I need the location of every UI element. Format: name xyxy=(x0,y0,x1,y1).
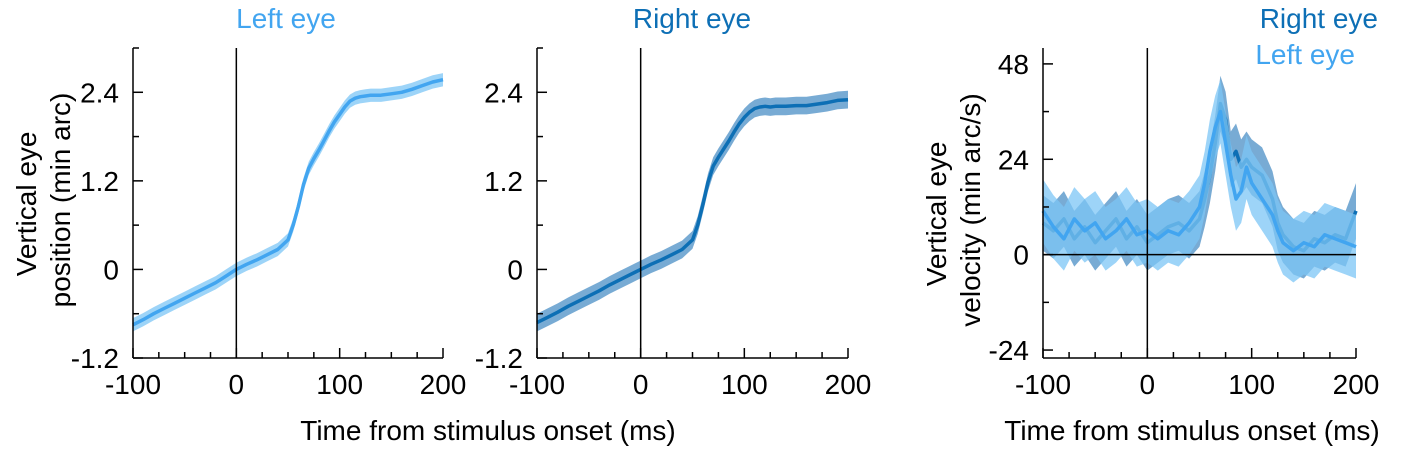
y-tick-label: 24 xyxy=(998,144,1029,175)
y-tick-label: 1.2 xyxy=(484,166,523,197)
y-tick-label: 0 xyxy=(103,254,119,285)
plot-area-left-eye: -100 0 100 200 -1.2 0 1.2 2.4 xyxy=(71,47,467,400)
ylabel-line1: Vertical eye xyxy=(11,132,42,277)
panel-left-eye: Left eye Vertical eye position (min arc)… xyxy=(11,3,466,400)
y-tick-label: 1.2 xyxy=(80,166,119,197)
series-band-left-eye xyxy=(133,73,443,332)
y-tick-label: 2.4 xyxy=(80,77,119,108)
y-tick-label: 0 xyxy=(507,254,523,285)
y-tick-label: 0 xyxy=(1013,240,1029,271)
ylabel-line1: Vertical eye xyxy=(921,142,952,287)
panel-right-eye: Right eye -100 0 100 200 -1.2 0 1.2 2.4 xyxy=(475,3,872,400)
velocity-ylabel: Vertical eye velocity (min arc/s) xyxy=(921,93,986,326)
plot-area-right-eye: -100 0 100 200 -1.2 0 1.2 2.4 xyxy=(475,47,872,400)
x-tick-label: 200 xyxy=(420,369,467,400)
x-tick-label: 0 xyxy=(229,369,245,400)
x-tick-label: 0 xyxy=(633,369,649,400)
x-tick-label: -100 xyxy=(509,369,565,400)
ylabel-line2: position (min arc) xyxy=(45,93,76,308)
y-tick-label: 48 xyxy=(998,49,1029,80)
x-tick-label: 200 xyxy=(825,369,872,400)
x-tick-label: 100 xyxy=(316,369,363,400)
x-tick-label: 0 xyxy=(1140,369,1156,400)
panel-left-eye-title: Left eye xyxy=(236,3,336,34)
x-tick-label: 200 xyxy=(1333,369,1380,400)
ylabel-line2: velocity (min arc/s) xyxy=(955,93,986,326)
x-tick-label: -100 xyxy=(1015,369,1071,400)
x-tick-label: 100 xyxy=(721,369,768,400)
series-line-right-eye xyxy=(536,97,849,325)
plot-area-velocity: -100 0 100 200 -24 0 24 48 xyxy=(989,48,1380,400)
x-tick-label: -100 xyxy=(105,369,161,400)
series-line-left-eye xyxy=(132,77,444,327)
series-band-right-eye xyxy=(537,90,848,332)
y-tick-label: 2.4 xyxy=(484,77,523,108)
panel-right-eye-title: Right eye xyxy=(633,3,751,34)
x-tick-label: 100 xyxy=(1228,369,1275,400)
velocity-xlabel: Time from stimulus onset (ms) xyxy=(1004,415,1379,446)
panel-velocity: Vertical eye velocity (min arc/s) Right … xyxy=(921,3,1380,446)
legend-left-eye: Left eye xyxy=(1255,39,1355,70)
y-tick-label: -24 xyxy=(989,335,1029,366)
y-tick-label: -1.2 xyxy=(71,343,119,374)
series-band-left-eye xyxy=(1043,79,1356,283)
panel-left-eye-ylabel: Vertical eye position (min arc) xyxy=(11,93,76,308)
shared-xlabel: Time from stimulus onset (ms) xyxy=(300,415,675,446)
y-tick-label: -1.2 xyxy=(475,343,523,374)
series-line-left-eye xyxy=(1041,109,1357,253)
legend-right-eye: Right eye xyxy=(1260,3,1378,34)
